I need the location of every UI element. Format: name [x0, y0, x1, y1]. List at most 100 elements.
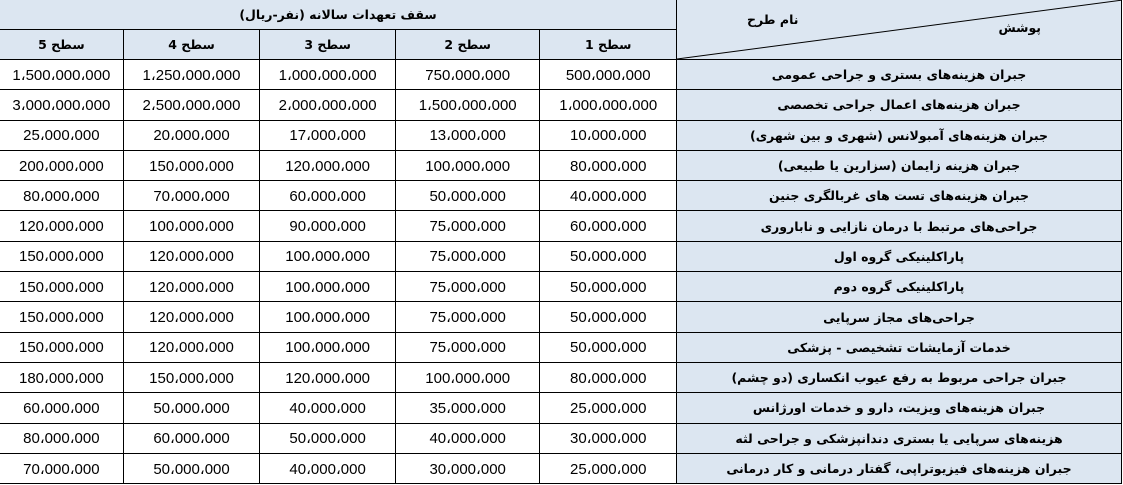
level-3-value: 100،000،000	[259, 271, 396, 303]
coverage-name: جبران هزینه‌های اعمال جراحی تخصصی	[676, 89, 1122, 121]
coverage-header: پوشش	[998, 20, 1042, 35]
level-5-value: 1،500،000،000	[0, 58, 124, 91]
level-5-value: 150،000،000	[0, 331, 124, 363]
level-5-value: 60،000،000	[0, 392, 124, 424]
level-3-value: 40،000،000	[259, 392, 396, 424]
table-row: 150،000،000 120،000،000 100،000،000 75،000،…	[0, 301, 1122, 333]
annual-cap-header: سقف تعهدات سالانه (نفر-ریال)	[0, 0, 678, 30]
level-3-value: 120،000،000	[259, 361, 396, 394]
level-5-value: 150،000،000	[0, 271, 124, 303]
level-3-value: 1،000،000،000	[259, 58, 396, 91]
level-4-header: سطح 4	[122, 29, 261, 60]
coverage-name: پاراکلینیکی گروه دوم	[676, 271, 1122, 303]
coverage-name: جبران هزینه زایمان (سزارین یا طبیعی)	[676, 149, 1122, 182]
level-2-value: 75،000،000	[394, 331, 541, 363]
table-row: 25،000،000 20،000،000 17،000،000 13،000،000…	[0, 119, 1122, 151]
table-row: 150،000،000 120،000،000 100،000،000 75،000،…	[0, 271, 1122, 303]
table-row: 150،000،000 120،000،000 100،000،000 75،000،…	[0, 240, 1122, 273]
level-3-value: 100،000،000	[259, 331, 396, 363]
level-1-value: 500،000،000	[539, 58, 678, 91]
level-5-value: 150،000،000	[0, 301, 124, 333]
level-2-value: 75،000،000	[394, 240, 541, 273]
level-5-value: 120،000،000	[0, 210, 124, 242]
level-2-value: 1،500،000،000	[394, 89, 541, 121]
level-5-value: 70،000،000	[0, 452, 124, 485]
level-2-value: 40،000،000	[394, 422, 541, 454]
level-5-value: 3،000،000،000	[0, 89, 124, 121]
level-1-value: 80،000،000	[539, 361, 678, 394]
level-5-value: 80،000،000	[0, 422, 124, 454]
level-4-value: 20،000،000	[122, 119, 261, 151]
level-2-value: 75،000،000	[394, 210, 541, 242]
level-4-value: 150،000،000	[122, 361, 261, 394]
level-4-value: 1،250،000،000	[122, 58, 261, 91]
coverage-name: جراحی‌های مجاز سرپایی	[676, 301, 1122, 333]
coverage-name: هزینه‌های سرپایی یا بستری دندانپزشکی و ج…	[676, 422, 1122, 454]
level-1-header: سطح 1	[539, 29, 678, 60]
level-1-value: 10،000،000	[539, 119, 678, 151]
level-5-header: سطح 5	[0, 29, 124, 60]
coverage-name: خدمات آزمایشات تشخیصی - پزشکی	[676, 331, 1122, 363]
level-1-value: 50،000،000	[539, 271, 678, 303]
table-row: 3،000،000،000 2،500،000،000 2،000،000،000 1…	[0, 89, 1122, 121]
level-4-value: 120،000،000	[122, 240, 261, 273]
table-row: 80،000،000 60،000،000 50،000،000 40،000،000…	[0, 422, 1122, 454]
level-2-value: 100،000،000	[394, 361, 541, 394]
table-row: 1،500،000،000 1،250،000،000 1،000،000،000 7…	[0, 58, 1122, 91]
level-2-value: 100،000،000	[394, 149, 541, 182]
level-4-value: 120،000،000	[122, 331, 261, 363]
level-1-value: 1،000،000،000	[539, 89, 678, 121]
level-5-value: 25،000،000	[0, 119, 124, 151]
coverage-name: جراحی‌های مرتبط با درمان نازایی و نابارو…	[676, 210, 1122, 242]
level-1-value: 80،000،000	[539, 149, 678, 182]
level-4-value: 150،000،000	[122, 149, 261, 182]
table-row: 120،000،000 100،000،000 90،000،000 75،000،0…	[0, 210, 1122, 242]
level-3-value: 2،000،000،000	[259, 89, 396, 121]
level-4-value: 100،000،000	[122, 210, 261, 242]
level-2-value: 50،000،000	[394, 180, 541, 212]
table-row: 180،000،000 150،000،000 120،000،000 100،000…	[0, 361, 1122, 394]
coverage-name: جبران هزینه‌های فیزیوتراپی، گفتار درمانی…	[676, 452, 1122, 485]
coverage-name: جبران هزینه‌های تست های غربالگری جنین	[676, 180, 1122, 212]
level-5-value: 80،000،000	[0, 180, 124, 212]
level-1-value: 25،000،000	[539, 452, 678, 485]
coverage-name: جبران هزینه‌های بستری و جراحی عمومی	[676, 58, 1122, 91]
level-3-value: 100،000،000	[259, 301, 396, 333]
level-2-value: 35،000،000	[394, 392, 541, 424]
coverage-name: جبران جراحی مربوط به رفع عیوب انکساری (د…	[676, 361, 1122, 394]
coverage-name: جبران هزینه‌های آمبولانس (شهری و بین شهر…	[676, 119, 1122, 151]
level-4-value: 70،000،000	[122, 180, 261, 212]
level-2-value: 30،000،000	[394, 452, 541, 485]
level-2-value: 75،000،000	[394, 301, 541, 333]
level-3-value: 120،000،000	[259, 149, 396, 182]
corner-header-cell: پوشش نام طرح	[676, 0, 1122, 60]
level-3-value: 50،000،000	[259, 422, 396, 454]
level-3-value: 90،000،000	[259, 210, 396, 242]
diagonal-divider	[677, 0, 1121, 59]
level-3-value: 40،000،000	[259, 452, 396, 485]
level-4-value: 120،000،000	[122, 301, 261, 333]
level-2-value: 750،000،000	[394, 58, 541, 91]
table-row: 70،000،000 50،000،000 40،000،000 30،000،000…	[0, 452, 1122, 485]
table-row: 80،000،000 70،000،000 60،000،000 50،000،000…	[0, 180, 1122, 212]
level-1-value: 50،000،000	[539, 331, 678, 363]
plan-name-header: نام طرح	[747, 12, 799, 27]
level-2-header: سطح 2	[394, 29, 541, 60]
level-2-value: 75،000،000	[394, 271, 541, 303]
table-row: 60،000،000 50،000،000 40،000،000 35،000،000…	[0, 392, 1122, 424]
level-3-value: 60،000،000	[259, 180, 396, 212]
level-3-header: سطح 3	[259, 29, 396, 60]
level-4-value: 120،000،000	[122, 271, 261, 303]
table-row: 150،000،000 120،000،000 100،000،000 75،000،…	[0, 331, 1122, 363]
level-1-value: 30،000،000	[539, 422, 678, 454]
level-1-value: 50،000،000	[539, 240, 678, 273]
level-3-value: 100،000،000	[259, 240, 396, 273]
level-1-value: 50،000،000	[539, 301, 678, 333]
level-1-value: 60،000،000	[539, 210, 678, 242]
level-5-value: 180،000،000	[0, 361, 124, 394]
level-3-value: 17،000،000	[259, 119, 396, 151]
level-4-value: 50،000،000	[122, 392, 261, 424]
coverage-name: پاراکلینیکی گروه اول	[676, 240, 1122, 273]
coverage-name: جبران هزینه‌های ویزیت، دارو و خدمات اورژ…	[676, 392, 1122, 424]
level-5-value: 200،000،000	[0, 149, 124, 182]
